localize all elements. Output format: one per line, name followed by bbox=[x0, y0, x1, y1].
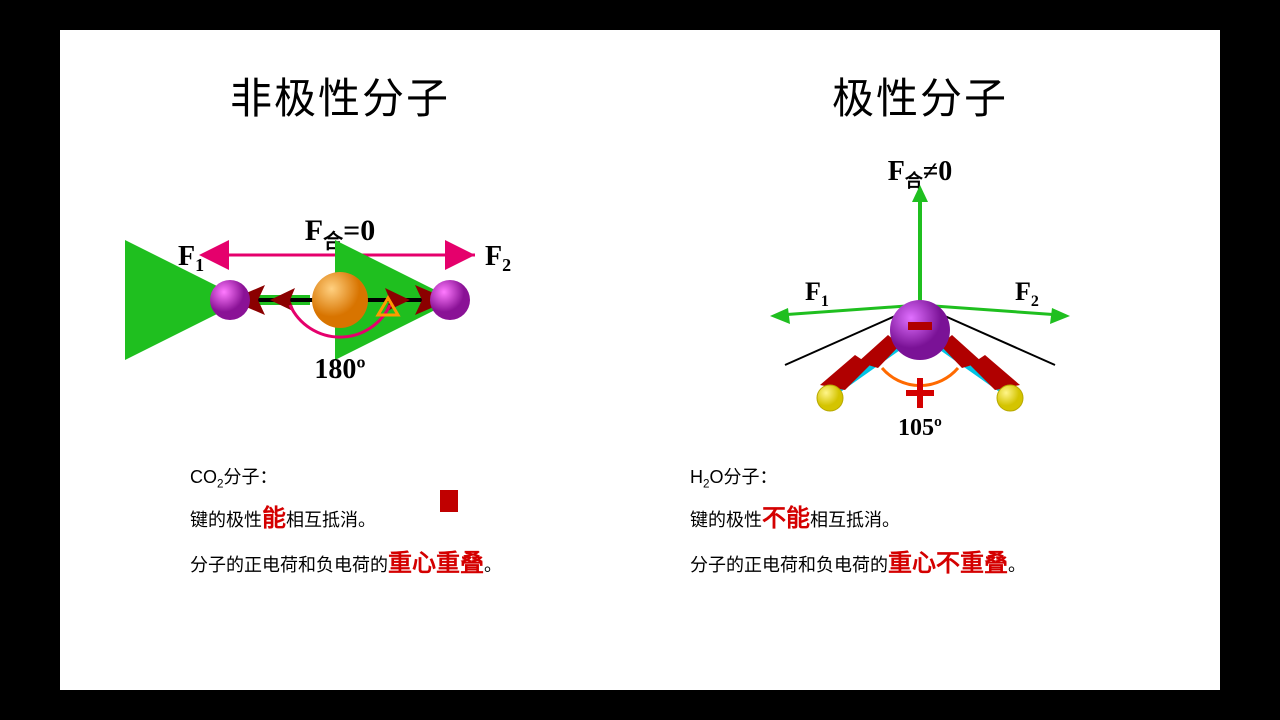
h2o-diagram: F合≠0 F1 F2 bbox=[620, 140, 1220, 440]
svg-text:F1: F1 bbox=[805, 277, 829, 310]
left-title: 非极性分子 bbox=[60, 65, 620, 126]
svg-text:F1: F1 bbox=[178, 241, 204, 275]
co2-description: CO2分子： 键的极性能相互抵消。 分子的正电荷和负电荷的重心重叠。 bbox=[190, 460, 502, 587]
right-title: 极性分子 bbox=[620, 65, 1220, 126]
right-panel: 极性分子 F合≠0 bbox=[620, 30, 1220, 690]
centers-not-overlap: 重心不重叠 bbox=[888, 550, 1008, 577]
h2o-formula: H bbox=[690, 467, 703, 487]
left-panel: 非极性分子 F合=0 F1 F2 bbox=[60, 30, 620, 690]
svg-text:180º: 180º bbox=[314, 354, 365, 385]
co2-diagram: F合=0 F1 F2 bbox=[60, 180, 620, 410]
cursor-icon bbox=[440, 490, 458, 512]
h2o-description: H2O分子： 键的极性不能相互抵消。 分子的正电荷和负电荷的重心不重叠。 bbox=[690, 460, 1026, 587]
cannot-cancel: 不能 bbox=[762, 505, 810, 532]
svg-text:105º: 105º bbox=[898, 415, 942, 441]
svg-text:F2: F2 bbox=[1015, 277, 1039, 310]
slide: 非极性分子 F合=0 F1 F2 bbox=[60, 30, 1220, 690]
centers-overlap: 重心重叠 bbox=[388, 550, 484, 577]
co2-formula: CO bbox=[190, 467, 217, 487]
svg-text:F2: F2 bbox=[485, 241, 511, 275]
can-cancel: 能 bbox=[262, 505, 286, 532]
svg-text:F合=0: F合=0 bbox=[305, 214, 375, 253]
